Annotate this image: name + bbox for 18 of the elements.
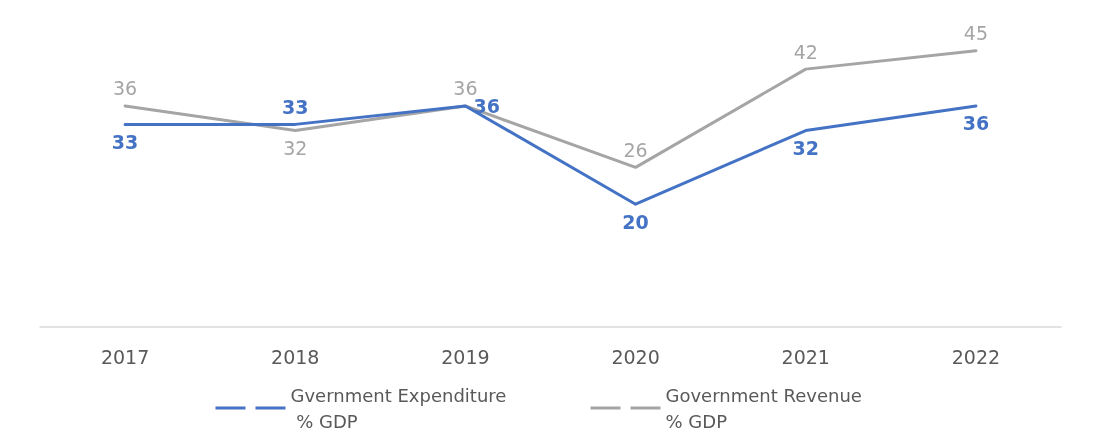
x-tick-label: 2019: [441, 345, 490, 368]
data-label: 45: [963, 22, 989, 45]
x-tick-label: 2017: [100, 345, 150, 368]
data-label: 26: [623, 138, 648, 161]
data-label: 36: [962, 112, 990, 135]
data-label: 42: [793, 40, 818, 63]
data-label: 32: [283, 137, 308, 160]
legend-label: Government Revenue % GDP: [665, 384, 868, 432]
data-label: 20: [622, 210, 649, 233]
x-tick-label: 2020: [611, 345, 660, 368]
data-label: 32: [792, 137, 819, 160]
x-tick-label: 2022: [951, 345, 1001, 368]
data-label: 36: [112, 77, 138, 100]
x-tick-label: 2021: [781, 345, 830, 368]
data-label: 33: [111, 130, 139, 153]
data-label: 33: [282, 95, 309, 118]
x-tick-label: 2018: [271, 345, 320, 368]
legend-label: Gvernment Expenditure % GDP: [290, 384, 507, 432]
